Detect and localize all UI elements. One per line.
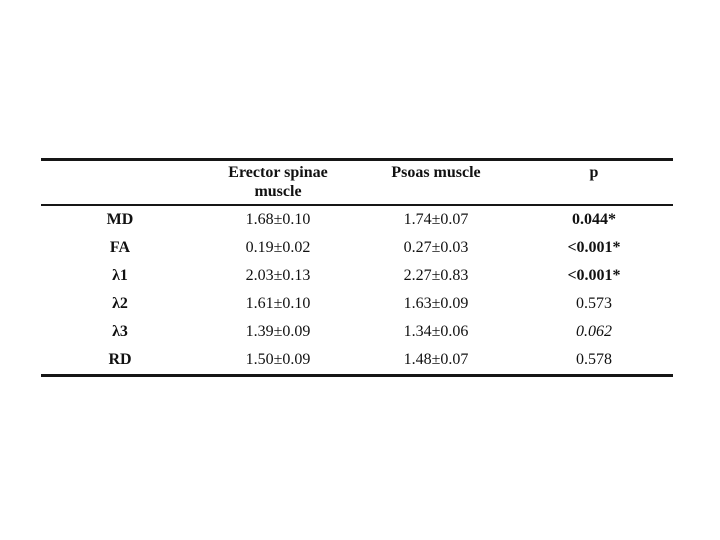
table-row-lambda1: λ1 2.03±0.13 2.27±0.83 <0.001* <box>41 262 673 290</box>
row-label: λ2 <box>112 295 128 312</box>
p-value: 0.044* <box>572 211 616 228</box>
psoas-value: 2.27±0.83 <box>403 267 469 284</box>
psoas-value: 1.34±0.06 <box>403 323 469 340</box>
table-row-rd: RD 1.50±0.09 1.48±0.07 0.578 <box>41 346 673 374</box>
header-psoas: Psoas muscle <box>391 163 481 181</box>
table-row-lambda3: λ3 1.39±0.09 1.34±0.06 0.062 <box>41 318 673 346</box>
psoas-value: 0.27±0.03 <box>403 239 469 256</box>
psoas-value: 1.48±0.07 <box>403 351 469 368</box>
table-bottom-rule <box>41 374 673 377</box>
p-value: 0.062 <box>576 323 612 340</box>
header-erector-spinae: Erector spinae muscle <box>199 163 357 201</box>
dti-results-table: Erector spinae muscle Psoas muscle p MD … <box>41 158 673 377</box>
psoas-value: 1.63±0.09 <box>403 295 469 312</box>
psoas-value: 1.74±0.07 <box>403 211 469 228</box>
erector-value: 1.50±0.09 <box>245 351 311 368</box>
erector-value: 0.19±0.02 <box>245 239 311 256</box>
p-value: <0.001* <box>567 239 621 256</box>
p-value: 0.578 <box>576 351 612 368</box>
header-p: p <box>589 163 599 181</box>
row-label: λ3 <box>112 323 128 340</box>
table-row-md: MD 1.68±0.10 1.74±0.07 0.044* <box>41 206 673 234</box>
header-erector-spinae-label: Erector spinae muscle <box>228 163 328 200</box>
p-value: 0.573 <box>576 295 612 312</box>
table-row-lambda2: λ2 1.61±0.10 1.63±0.09 0.573 <box>41 290 673 318</box>
table-header-row: Erector spinae muscle Psoas muscle p <box>41 161 673 204</box>
table-body: MD 1.68±0.10 1.74±0.07 0.044* FA 0.19±0.… <box>41 206 673 374</box>
erector-value: 2.03±0.13 <box>245 267 311 284</box>
erector-value: 1.61±0.10 <box>245 295 311 312</box>
row-label: λ1 <box>112 267 128 284</box>
erector-value: 1.39±0.09 <box>245 323 311 340</box>
row-label: FA <box>109 239 131 256</box>
table-top-rule <box>41 158 673 161</box>
row-label: RD <box>108 351 132 368</box>
row-label: MD <box>106 211 134 228</box>
table-row-fa: FA 0.19±0.02 0.27±0.03 <0.001* <box>41 234 673 262</box>
erector-value: 1.68±0.10 <box>245 211 311 228</box>
table-header-rule <box>41 203 673 206</box>
p-value: <0.001* <box>567 267 621 284</box>
